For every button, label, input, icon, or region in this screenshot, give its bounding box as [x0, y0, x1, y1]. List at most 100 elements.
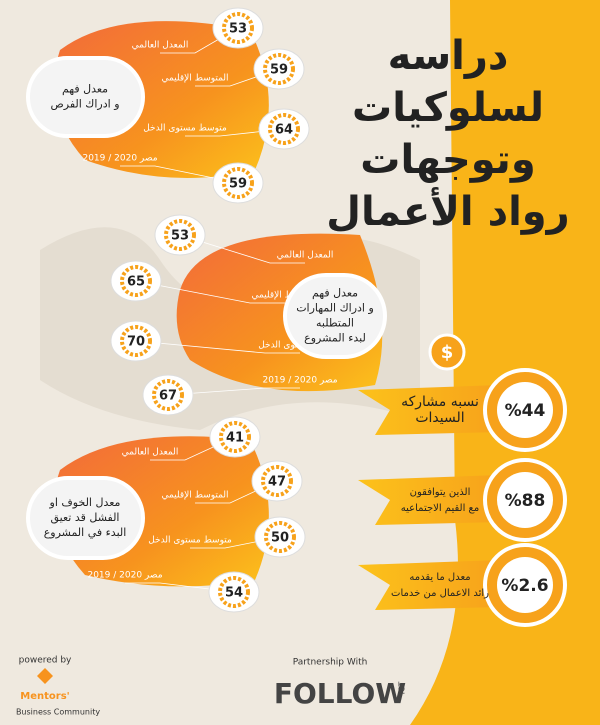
item-value: 50 [271, 531, 289, 546]
item-value: 53 [171, 229, 189, 244]
item-value: 59 [270, 63, 288, 78]
stat-label: معدل ما يقدمه [409, 572, 470, 583]
stat-label: السيدات [415, 410, 464, 426]
stat-banner [358, 560, 500, 610]
stat: %88 الذين يتوافقون مع القيم الاجتماعيه [358, 458, 567, 542]
brand: Mentors' [20, 691, 69, 702]
partner-logo: FOLLOW [274, 677, 406, 710]
badge-ring [268, 113, 300, 145]
stat-label: رائد الاعمال من خدمات [391, 588, 489, 599]
center-pill [26, 476, 145, 560]
item-label: متوسط مستوى الدخل [148, 536, 232, 546]
badge-ring [152, 379, 184, 411]
item-label: المتوسط الإقليمي [161, 491, 228, 501]
item-label: المتوسط الإقليمي [251, 291, 318, 301]
badge-ring [263, 53, 295, 85]
item-value: 67 [159, 389, 177, 404]
item-label: المعدل العالمي [132, 41, 189, 51]
badge [253, 48, 305, 90]
block-label: البدء في المشروع [44, 526, 127, 539]
item-label: مصر 2020 / 2019 [87, 571, 162, 581]
item-value: 70 [127, 335, 145, 350]
side-band [410, 0, 600, 725]
badge-ring [222, 167, 254, 199]
badge [251, 460, 303, 502]
badge-ring [164, 219, 196, 251]
item-value: 41 [226, 431, 244, 446]
partner-label: Partnership With [293, 658, 368, 668]
badge-ring [261, 465, 293, 497]
badge-ring [219, 421, 251, 453]
badge-ring [264, 521, 296, 553]
badge [258, 108, 310, 150]
title-line: لسلوكيات [352, 85, 544, 131]
stat-banner [358, 385, 500, 435]
powered-by: powered by [19, 656, 72, 666]
brand-sub: Business Community [16, 708, 100, 717]
item-label: المعدل العالمي [277, 251, 334, 261]
stat-value: %88 [505, 491, 546, 511]
badge [208, 571, 260, 613]
item-value: 59 [229, 177, 247, 192]
badge [110, 320, 162, 362]
title-line: وتوجهات [360, 137, 535, 183]
item-label: المتوسط الإقليمي [161, 74, 228, 84]
stat-banner [358, 475, 500, 525]
stat-label: الذين يتوافقون [410, 487, 471, 498]
item-label: متوسط مستوى الدخل [143, 124, 227, 134]
block-label: معدل فهم [62, 83, 108, 96]
badge [212, 7, 264, 49]
connector [179, 234, 305, 264]
brand-icon [37, 668, 53, 684]
item-value: 54 [225, 586, 243, 601]
item-label: مصر 2020 / 2019 [262, 376, 337, 386]
block-label: معدل فهم [312, 287, 358, 300]
badge-ring [222, 12, 254, 44]
badge-ring [218, 576, 250, 608]
stat-label: نسبه مشاركه [401, 394, 479, 410]
block-label: المتطلبه [316, 317, 354, 330]
coin-icon [428, 333, 466, 371]
stat-circle-inner [497, 472, 553, 528]
connector [135, 280, 285, 304]
connector [167, 387, 300, 396]
blocks: المعدل العالمي 53 المتوسط الإقليمي 59 متوسط … [26, 7, 387, 613]
badge [110, 260, 162, 302]
block: المعدل العالمي 41 المتوسط الإقليمي 47 متوسط … [26, 416, 306, 613]
badge-ring [120, 325, 152, 357]
block-label: و ادراك الفرص [50, 98, 119, 111]
item-value: 53 [229, 22, 247, 37]
item-label: مصر 2020 / 2019 [82, 154, 157, 164]
title-line: رواد الأعمال [326, 186, 569, 235]
center-pill [26, 56, 145, 138]
badge [142, 374, 194, 416]
item-value: 65 [127, 275, 145, 290]
stat: %2.6 معدل ما يقدمه رائد الاعمال من خدمات [358, 543, 567, 627]
block: المعدل العالمي 53 المتوسط الإقليمي 59 متوسط … [26, 7, 310, 204]
coin-symbol: $ [441, 342, 454, 363]
badge [154, 214, 206, 256]
stat-value: %44 [505, 401, 546, 421]
connector [135, 340, 300, 354]
stat-circle-inner [497, 382, 553, 438]
badge [254, 516, 306, 558]
item-value: 64 [275, 123, 293, 138]
title-line: دراسه [388, 33, 509, 79]
block-label: و ادراك المهارات [296, 302, 374, 315]
item-label: المعدل العالمي [122, 448, 179, 458]
badge [212, 162, 264, 204]
connector [120, 165, 239, 184]
block-label: الفشل قد تعيق [50, 511, 119, 525]
badge [209, 416, 261, 458]
block-label: معدل الخوف او [49, 496, 121, 509]
block-label: لبدء المشروع [304, 332, 366, 345]
stat-value: %2.6 [501, 576, 548, 596]
footer: powered by Mentors' Business Community P… [16, 656, 407, 717]
center-pill [283, 273, 387, 359]
badge-ring [120, 265, 152, 297]
